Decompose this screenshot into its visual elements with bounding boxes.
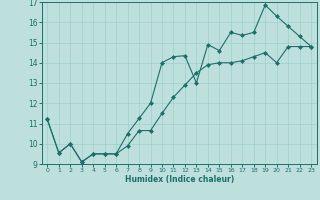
X-axis label: Humidex (Indice chaleur): Humidex (Indice chaleur): [124, 175, 234, 184]
